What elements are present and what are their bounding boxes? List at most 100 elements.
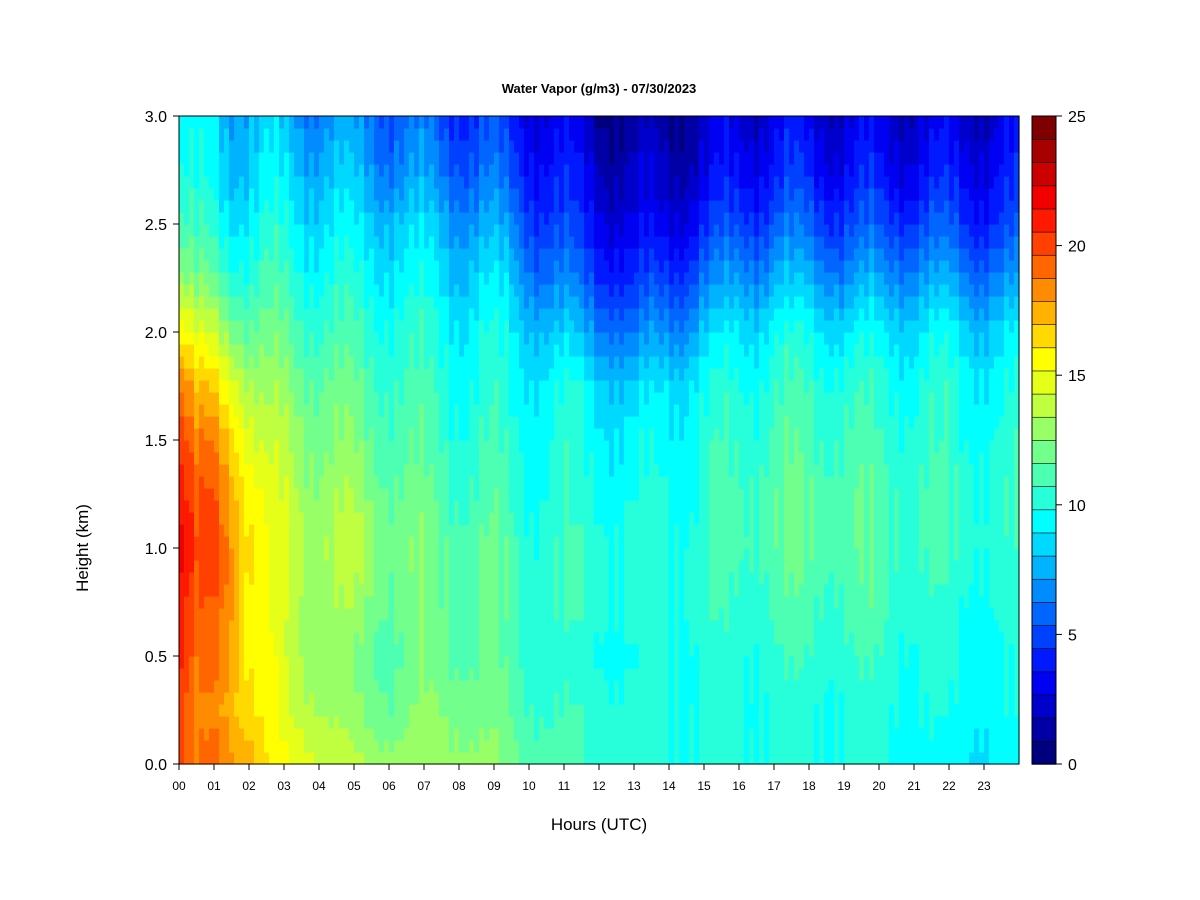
heatmap-cell <box>524 404 530 417</box>
heatmap-cell <box>269 608 275 621</box>
heatmap-cell <box>554 740 560 753</box>
heatmap-cell <box>559 296 565 309</box>
heatmap-cell <box>434 452 440 465</box>
heatmap-cell <box>549 296 555 309</box>
heatmap-cell <box>619 188 625 201</box>
heatmap-cell <box>534 692 540 705</box>
heatmap-cell <box>494 284 500 297</box>
heatmap-cell <box>434 740 440 753</box>
heatmap-cell <box>439 248 445 261</box>
heatmap-cell <box>414 620 420 633</box>
heatmap-cell <box>199 176 205 189</box>
heatmap-cell <box>574 488 580 501</box>
heatmap-cell <box>634 572 640 585</box>
heatmap-cell <box>449 404 455 417</box>
heatmap-cell <box>619 668 625 681</box>
heatmap-cell <box>409 752 415 765</box>
heatmap-cell <box>409 284 415 297</box>
heatmap-cell <box>404 164 410 177</box>
heatmap-cell <box>589 476 595 489</box>
heatmap-cell <box>179 296 185 309</box>
heatmap-cell <box>489 524 495 537</box>
heatmap-cell <box>429 728 435 741</box>
heatmap-cell <box>409 200 415 213</box>
heatmap-cell <box>284 272 290 285</box>
heatmap-cell <box>179 380 185 393</box>
heatmap-cell <box>504 380 510 393</box>
heatmap-cell <box>409 320 415 333</box>
heatmap-cell <box>394 380 400 393</box>
heatmap-cell <box>269 188 275 201</box>
heatmap-cell <box>639 680 645 693</box>
heatmap-cell <box>199 428 205 441</box>
heatmap-cell <box>554 452 560 465</box>
heatmap-cell <box>269 116 275 129</box>
heatmap-cell <box>499 176 505 189</box>
heatmap-cell <box>554 200 560 213</box>
heatmap-cell <box>629 428 635 441</box>
heatmap-cell <box>364 632 370 645</box>
heatmap-cell <box>364 368 370 381</box>
heatmap-cell <box>204 620 210 633</box>
heatmap-cell <box>404 332 410 345</box>
heatmap-cell <box>484 620 490 633</box>
heatmap-cell <box>639 584 645 597</box>
heatmap-cell <box>284 656 290 669</box>
heatmap-cell <box>369 176 375 189</box>
heatmap-cell <box>484 584 490 597</box>
heatmap-cell <box>259 416 265 429</box>
heatmap-cell <box>384 404 390 417</box>
heatmap-cell <box>634 392 640 405</box>
heatmap-cell <box>559 476 565 489</box>
heatmap-cell <box>594 416 600 429</box>
heatmap-cell <box>469 752 475 765</box>
heatmap-cell <box>529 656 535 669</box>
heatmap-cell <box>474 524 480 537</box>
heatmap-cell <box>394 404 400 417</box>
heatmap-cell <box>424 344 430 357</box>
heatmap-cell <box>374 140 380 153</box>
heatmap-cell <box>589 704 595 717</box>
heatmap-cell <box>359 692 365 705</box>
heatmap-cell <box>364 296 370 309</box>
heatmap-cell <box>474 512 480 525</box>
heatmap-cell <box>539 500 545 513</box>
heatmap-cell <box>334 692 340 705</box>
heatmap-cell <box>554 608 560 621</box>
heatmap-cell <box>319 224 325 237</box>
heatmap-cell <box>599 464 605 477</box>
heatmap-cell <box>409 632 415 645</box>
heatmap-cell <box>629 620 635 633</box>
heatmap-cell <box>219 668 225 681</box>
heatmap-cell <box>374 296 380 309</box>
heatmap-cell <box>519 512 525 525</box>
heatmap-cell <box>474 416 480 429</box>
heatmap-cell <box>354 704 360 717</box>
heatmap-cell <box>329 320 335 333</box>
heatmap-cell <box>564 224 570 237</box>
heatmap-cell <box>204 740 210 753</box>
heatmap-cell <box>324 368 330 381</box>
heatmap-cell <box>629 272 635 285</box>
heatmap-cell <box>359 236 365 249</box>
heatmap-cell <box>294 488 300 501</box>
heatmap-cell <box>204 164 210 177</box>
heatmap-cell <box>474 116 480 129</box>
heatmap-cell <box>454 644 460 657</box>
heatmap-cell <box>444 236 450 249</box>
heatmap-cell <box>494 668 500 681</box>
heatmap-cell <box>324 344 330 357</box>
heatmap-cell <box>514 752 520 765</box>
heatmap-cell <box>394 236 400 249</box>
heatmap-cell <box>199 212 205 225</box>
heatmap-cell <box>414 200 420 213</box>
heatmap-cell <box>599 212 605 225</box>
heatmap-cell <box>409 140 415 153</box>
heatmap-cell <box>629 200 635 213</box>
heatmap-cell <box>619 248 625 261</box>
heatmap-cell <box>399 308 405 321</box>
heatmap-cell <box>244 296 250 309</box>
heatmap-cell <box>444 596 450 609</box>
heatmap-cell <box>614 236 620 249</box>
